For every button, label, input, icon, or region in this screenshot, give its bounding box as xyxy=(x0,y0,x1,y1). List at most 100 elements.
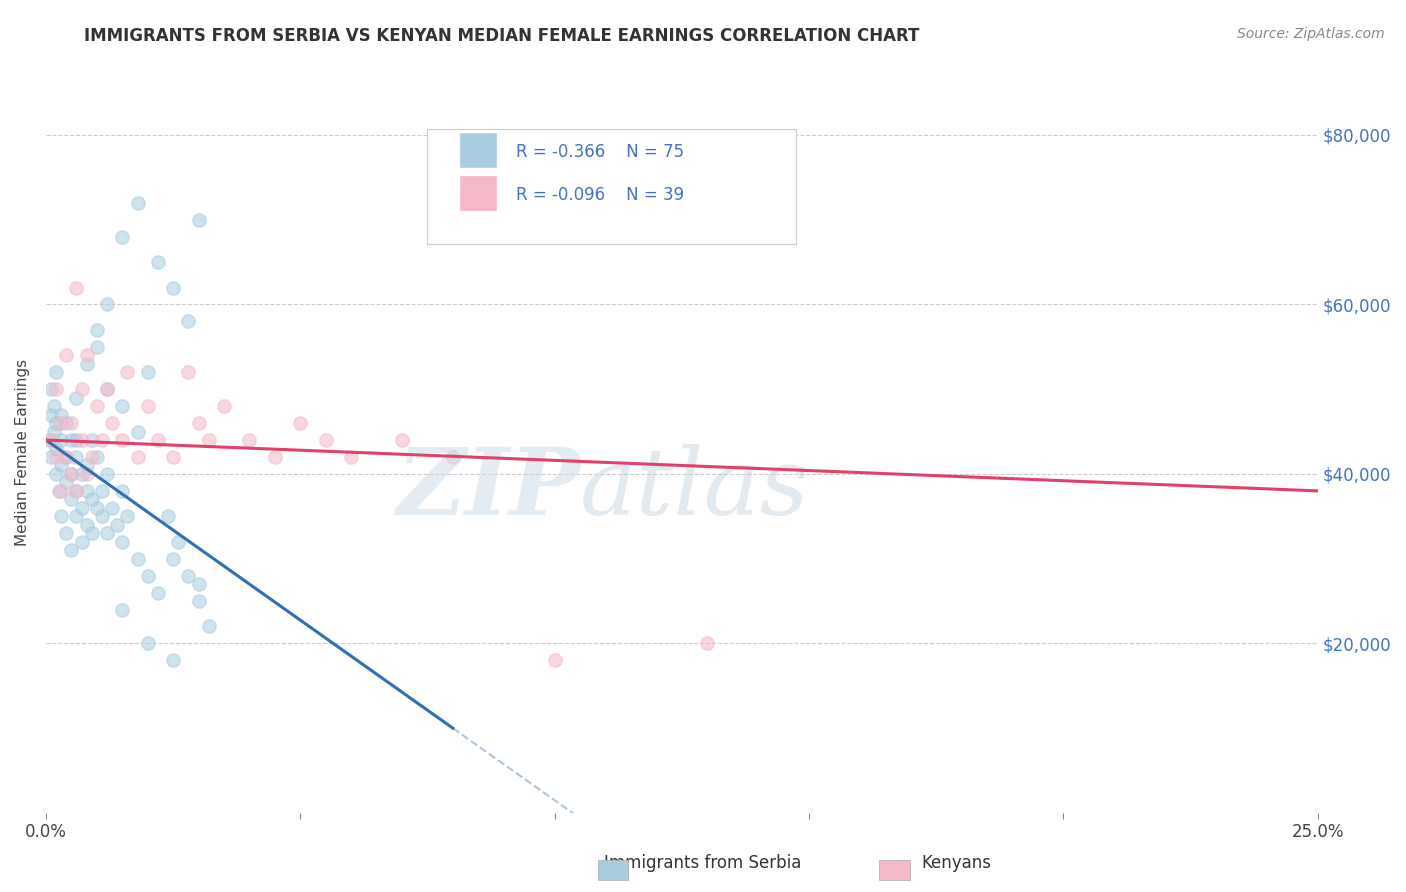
Point xyxy=(177,314,200,328)
Point xyxy=(80,526,103,541)
Point xyxy=(197,433,219,447)
Point xyxy=(60,467,83,481)
Point xyxy=(60,492,83,507)
Point xyxy=(86,450,108,464)
Point xyxy=(86,399,108,413)
Text: atlas: atlas xyxy=(581,443,810,533)
Point xyxy=(111,602,134,616)
Text: Immigrants from Serbia: Immigrants from Serbia xyxy=(605,855,801,872)
Point xyxy=(96,526,118,541)
Point xyxy=(45,467,67,481)
Point xyxy=(39,382,62,396)
Point xyxy=(86,323,108,337)
Point xyxy=(76,458,98,473)
Point xyxy=(90,433,112,447)
Point xyxy=(127,195,149,210)
Point xyxy=(70,382,93,396)
Point xyxy=(42,399,65,413)
Point xyxy=(111,534,134,549)
Point xyxy=(441,450,464,464)
Point xyxy=(65,483,87,498)
Point xyxy=(105,517,128,532)
Point xyxy=(290,416,312,430)
Point xyxy=(80,450,103,464)
Point xyxy=(70,534,93,549)
Point xyxy=(127,425,149,439)
Point xyxy=(117,365,139,379)
Point xyxy=(80,492,103,507)
Point xyxy=(101,416,124,430)
Point xyxy=(39,408,62,422)
Point xyxy=(187,577,209,591)
FancyBboxPatch shape xyxy=(460,176,498,211)
Point xyxy=(65,433,87,447)
Point xyxy=(65,509,87,524)
Point xyxy=(55,475,77,490)
Point xyxy=(177,568,200,582)
Point xyxy=(65,450,87,464)
Point xyxy=(70,500,93,515)
Text: R = -0.096    N = 39: R = -0.096 N = 39 xyxy=(516,186,685,204)
Text: R = -0.366    N = 75: R = -0.366 N = 75 xyxy=(516,143,685,161)
Point xyxy=(45,450,67,464)
Point xyxy=(187,212,209,227)
Point xyxy=(70,433,93,447)
Point xyxy=(76,483,98,498)
Point xyxy=(162,280,184,294)
Point xyxy=(55,526,77,541)
Point xyxy=(111,229,134,244)
Point xyxy=(117,509,139,524)
Point xyxy=(146,433,169,447)
Point xyxy=(51,433,73,447)
Text: Source: ZipAtlas.com: Source: ZipAtlas.com xyxy=(1237,27,1385,41)
Point xyxy=(76,348,98,362)
Point xyxy=(45,442,67,456)
Point xyxy=(187,416,209,430)
Point xyxy=(60,416,83,430)
Point xyxy=(696,636,718,650)
Point xyxy=(51,458,73,473)
Point xyxy=(111,399,134,413)
Point xyxy=(157,509,180,524)
Point xyxy=(96,382,118,396)
Point xyxy=(86,500,108,515)
Point xyxy=(45,416,67,430)
Point xyxy=(136,568,159,582)
Point xyxy=(51,416,73,430)
Point xyxy=(60,433,83,447)
Point xyxy=(136,365,159,379)
Text: IMMIGRANTS FROM SERBIA VS KENYAN MEDIAN FEMALE EARNINGS CORRELATION CHART: IMMIGRANTS FROM SERBIA VS KENYAN MEDIAN … xyxy=(84,27,920,45)
Point xyxy=(45,382,67,396)
Text: Kenyans: Kenyans xyxy=(921,855,991,872)
Point xyxy=(55,348,77,362)
Point xyxy=(65,483,87,498)
Y-axis label: Median Female Earnings: Median Female Earnings xyxy=(15,359,30,546)
Point xyxy=(146,585,169,599)
Point xyxy=(96,297,118,311)
Point xyxy=(167,534,190,549)
Point xyxy=(86,340,108,354)
Point xyxy=(197,619,219,633)
Point xyxy=(187,594,209,608)
Point xyxy=(90,509,112,524)
Point xyxy=(55,416,77,430)
Point xyxy=(127,450,149,464)
Point xyxy=(70,467,93,481)
Point xyxy=(55,450,77,464)
Point xyxy=(136,636,159,650)
Point xyxy=(136,399,159,413)
Point xyxy=(263,450,285,464)
FancyBboxPatch shape xyxy=(427,128,796,244)
Point xyxy=(162,653,184,667)
FancyBboxPatch shape xyxy=(460,132,498,169)
Point xyxy=(39,450,62,464)
Point xyxy=(111,433,134,447)
Point xyxy=(76,467,98,481)
Point xyxy=(391,433,413,447)
Point xyxy=(543,653,565,667)
Point xyxy=(90,483,112,498)
Point xyxy=(65,391,87,405)
Point xyxy=(60,543,83,558)
Point xyxy=(38,433,60,447)
Point xyxy=(76,517,98,532)
